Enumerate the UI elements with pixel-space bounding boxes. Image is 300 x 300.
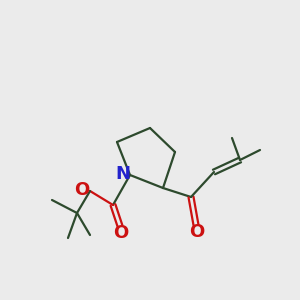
Text: N: N (116, 165, 130, 183)
Text: O: O (113, 224, 129, 242)
Text: O: O (189, 223, 205, 241)
Text: O: O (74, 181, 90, 199)
